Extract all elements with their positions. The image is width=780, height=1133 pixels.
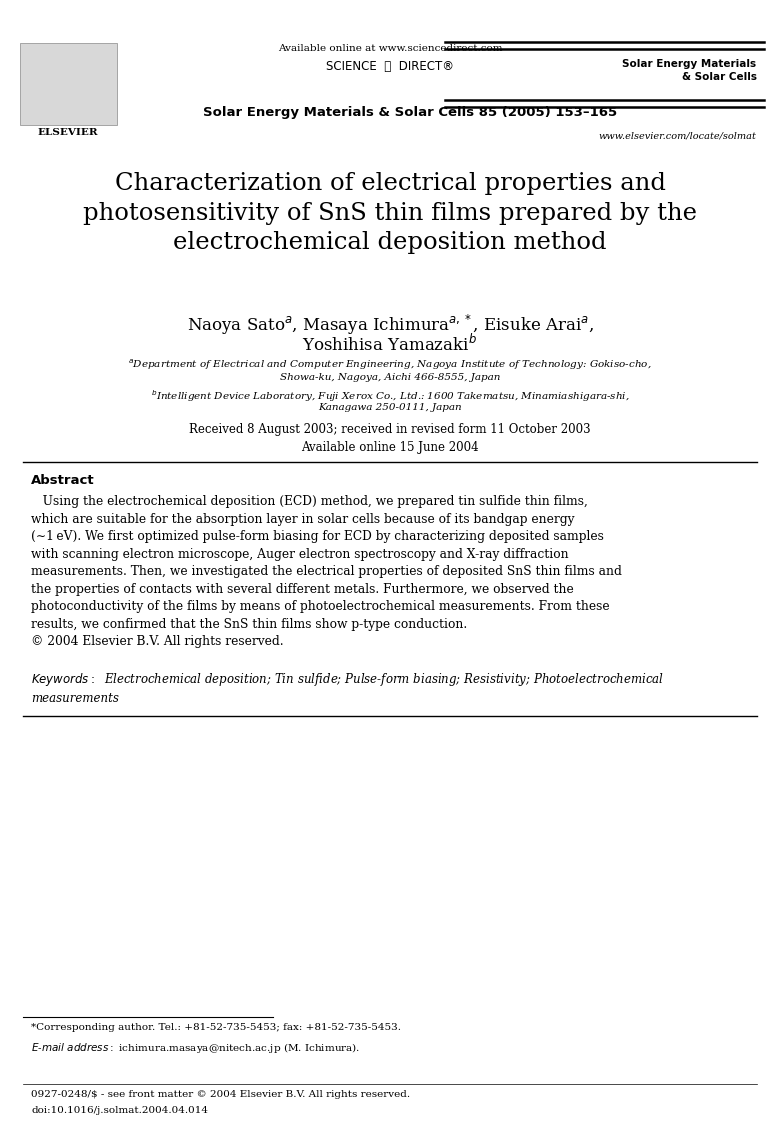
Text: Naoya Sato$^{a}$, Masaya Ichimura$^{a,*}$, Eisuke Arai$^{a}$,: Naoya Sato$^{a}$, Masaya Ichimura$^{a,*}…	[186, 313, 594, 337]
Text: $^{b}$Intelligent Device Laboratory, Fuji Xerox Co., Ltd.: 1600 Takematsu, Minam: $^{b}$Intelligent Device Laboratory, Fuj…	[151, 389, 629, 404]
Text: Solar Energy Materials
& Solar Cells: Solar Energy Materials & Solar Cells	[622, 59, 757, 82]
Text: $\it{E}$-$\it{mail\ address:}$ ichimura.masaya@nitech.ac.jp (M. Ichimura).: $\it{E}$-$\it{mail\ address:}$ ichimura.…	[31, 1041, 360, 1055]
Text: Characterization of electrical properties and
photosensitivity of SnS thin films: Characterization of electrical propertie…	[83, 172, 697, 254]
Text: measurements: measurements	[31, 692, 119, 705]
Text: www.elsevier.com/locate/solmat: www.elsevier.com/locate/solmat	[599, 131, 757, 140]
Text: *Corresponding author. Tel.: +81-52-735-5453; fax: +81-52-735-5453.: *Corresponding author. Tel.: +81-52-735-…	[31, 1023, 401, 1032]
Text: Available online 15 June 2004: Available online 15 June 2004	[301, 441, 479, 453]
Text: SCIENCE  ⓐ  DIRECT®: SCIENCE ⓐ DIRECT®	[326, 60, 454, 73]
Text: Abstract: Abstract	[31, 474, 95, 486]
Text: Received 8 August 2003; received in revised form 11 October 2003: Received 8 August 2003; received in revi…	[190, 423, 590, 435]
Text: doi:10.1016/j.solmat.2004.04.014: doi:10.1016/j.solmat.2004.04.014	[31, 1106, 208, 1115]
Text: Solar Energy Materials & Solar Cells 85 (2005) 153–165: Solar Energy Materials & Solar Cells 85 …	[203, 105, 617, 119]
Bar	[20, 43, 117, 125]
Text: ELSEVIER: ELSEVIER	[37, 128, 98, 137]
Text: $^{a}$Department of Electrical and Computer Engineering, Nagoya Institute of Tec: $^{a}$Department of Electrical and Compu…	[128, 358, 652, 373]
Text: Available online at www.sciencedirect.com: Available online at www.sciencedirect.co…	[278, 44, 502, 53]
Text: $\it{Keywords:}$  Electrochemical deposition; Tin sulfide; Pulse-form biasing; R: $\it{Keywords:}$ Electrochemical deposit…	[31, 671, 665, 688]
Text: Yoshihisa Yamazaki$^{b}$: Yoshihisa Yamazaki$^{b}$	[303, 333, 477, 355]
Text: 0927-0248/$ - see front matter © 2004 Elsevier B.V. All rights reserved.: 0927-0248/$ - see front matter © 2004 El…	[31, 1090, 410, 1099]
Text: Kanagawa 250-0111, Japan: Kanagawa 250-0111, Japan	[318, 403, 462, 412]
Text: Showa-ku, Nagoya, Aichi 466-8555, Japan: Showa-ku, Nagoya, Aichi 466-8555, Japan	[280, 373, 500, 382]
Text: Using the electrochemical deposition (ECD) method, we prepared tin sulfide thin : Using the electrochemical deposition (EC…	[31, 495, 622, 648]
